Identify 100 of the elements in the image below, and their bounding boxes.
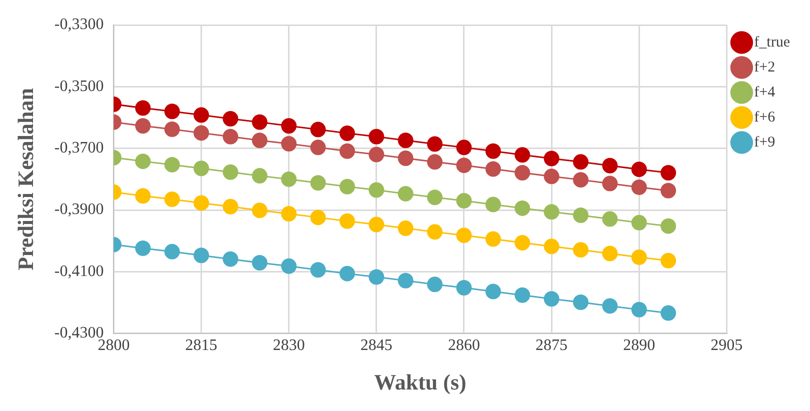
point <box>660 305 676 321</box>
legend-label: f_true <box>754 34 790 50</box>
point <box>572 294 588 310</box>
point <box>572 208 588 224</box>
point <box>427 276 443 292</box>
point <box>456 158 472 174</box>
y-tick-label: -0,3900 <box>54 201 104 218</box>
point <box>135 188 151 204</box>
point <box>339 126 355 141</box>
point <box>222 128 238 144</box>
point <box>514 147 530 163</box>
point <box>485 161 501 177</box>
point <box>339 178 355 194</box>
x-axis-title: Waktu (s) <box>374 369 466 394</box>
point <box>544 238 560 254</box>
point <box>281 136 297 152</box>
x-tick-label: 2890 <box>623 337 656 354</box>
point <box>544 150 560 166</box>
point <box>514 234 530 250</box>
point <box>631 249 647 265</box>
point <box>339 213 355 229</box>
legend-label: f+4 <box>754 84 776 100</box>
point <box>544 291 560 307</box>
point <box>660 252 676 268</box>
point <box>427 190 443 206</box>
point <box>368 128 384 144</box>
point <box>514 164 530 180</box>
point <box>222 251 238 267</box>
point <box>222 111 238 127</box>
point <box>544 168 560 184</box>
point <box>252 168 268 184</box>
point <box>572 154 588 170</box>
point <box>485 196 501 212</box>
x-tick-label: 2860 <box>448 337 480 354</box>
point <box>135 240 151 256</box>
point <box>572 242 588 258</box>
y-tick-label: -0,3300 <box>54 16 104 34</box>
point <box>660 164 676 180</box>
point <box>660 182 676 198</box>
y-tick-label: -0,3500 <box>54 78 104 95</box>
point <box>310 140 326 156</box>
point <box>339 143 355 159</box>
point <box>602 158 618 174</box>
point <box>544 204 560 220</box>
point <box>164 104 180 120</box>
legend-label: f+6 <box>754 109 776 126</box>
point <box>281 206 297 222</box>
point <box>164 191 180 207</box>
point <box>514 200 530 216</box>
point <box>398 272 414 288</box>
point <box>631 214 647 230</box>
point <box>602 246 618 262</box>
point <box>310 122 326 138</box>
x-tick-label: 2905 <box>710 337 743 354</box>
point <box>485 143 501 159</box>
point <box>427 224 443 240</box>
point <box>631 162 647 178</box>
x-tick-label: 2815 <box>185 337 218 354</box>
y-tick-label: -0,4100 <box>54 262 104 280</box>
point <box>398 186 414 202</box>
point <box>164 156 180 172</box>
point <box>368 146 384 162</box>
point <box>602 176 618 192</box>
point <box>281 118 297 134</box>
point <box>398 220 414 236</box>
y-tick-label: -0,3700 <box>54 140 104 157</box>
point <box>602 298 618 314</box>
point <box>398 150 414 166</box>
point <box>281 258 297 274</box>
point <box>456 280 472 296</box>
point <box>194 160 210 176</box>
point <box>631 179 647 195</box>
point <box>252 132 268 148</box>
point <box>281 171 297 187</box>
point <box>514 287 530 303</box>
legend-label: f+2 <box>754 59 776 76</box>
legend-label: f+9 <box>754 134 776 150</box>
point <box>398 132 414 148</box>
x-tick-label: 2800 <box>98 337 130 354</box>
point <box>194 195 210 211</box>
point <box>164 244 180 260</box>
point <box>368 182 384 198</box>
point <box>368 269 384 285</box>
point <box>194 107 210 123</box>
point <box>164 121 180 137</box>
point <box>485 284 501 300</box>
point <box>310 262 326 278</box>
point <box>135 154 151 170</box>
point <box>660 218 676 234</box>
point <box>631 302 647 318</box>
point <box>194 125 210 141</box>
point <box>456 193 472 209</box>
point <box>194 248 210 264</box>
x-tick-label: 2845 <box>360 337 392 354</box>
point <box>456 228 472 244</box>
x-tick-label: 2875 <box>536 337 568 354</box>
x-tick-label: 2830 <box>272 337 305 354</box>
point <box>572 172 588 188</box>
point <box>222 198 238 214</box>
point <box>310 210 326 226</box>
